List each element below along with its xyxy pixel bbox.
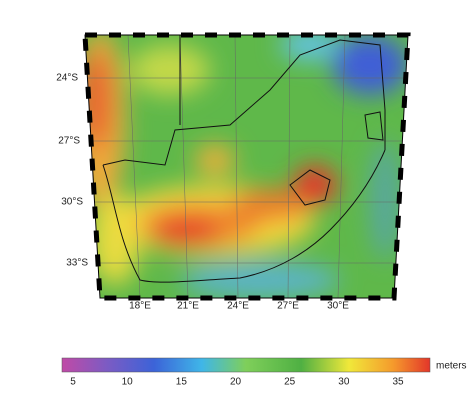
lon-label: 18°E [129, 301, 151, 312]
colorbar-unit: meters [436, 361, 467, 372]
colorbar-tick-label: 30 [338, 377, 350, 388]
lat-label: 27°S [58, 136, 80, 147]
colorbar-tick-label: 35 [392, 377, 404, 388]
lon-label: 24°E [227, 301, 249, 312]
colorbar [61, 357, 431, 373]
colorbar-tick-label: 25 [284, 377, 296, 388]
lon-label: 30°E [327, 301, 349, 312]
elevation-field [85, 35, 408, 298]
graticule [85, 35, 406, 298]
lat-label: 30°S [61, 197, 83, 208]
lon-label: 27°E [277, 301, 299, 312]
colorbar-tick-label: 5 [70, 377, 76, 388]
lat-label: 33°S [66, 258, 88, 269]
map-frame-outline [84, 34, 409, 299]
colorbar-tick-label: 15 [176, 377, 188, 388]
borders [102, 35, 386, 283]
colorbar-tick-label: 20 [230, 377, 242, 388]
colorbar-tick-label: 10 [122, 377, 134, 388]
lon-label: 21°E [177, 301, 199, 312]
lat-label: 24°S [56, 73, 78, 84]
